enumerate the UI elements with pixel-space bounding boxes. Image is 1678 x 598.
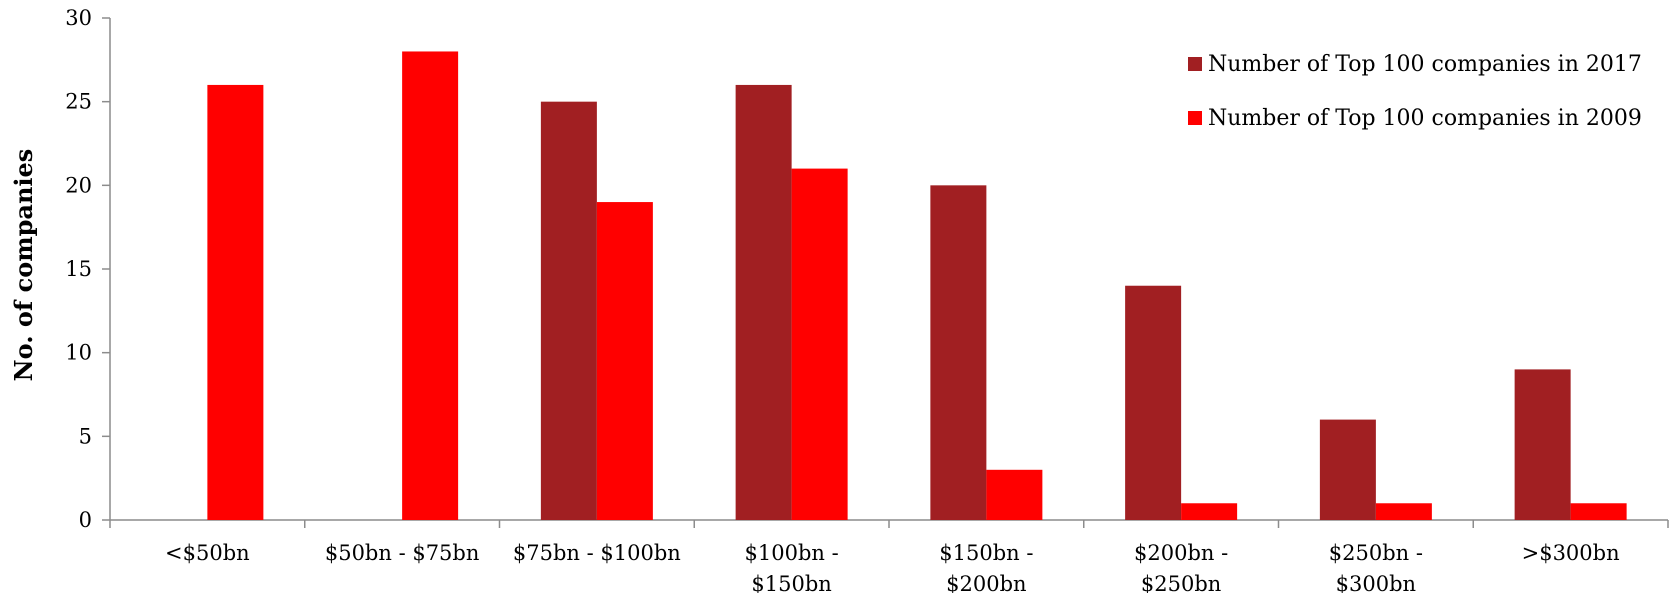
bar-2017 [540, 101, 597, 521]
x-category-label: $100bn - [745, 541, 839, 565]
bar-2009 [596, 202, 653, 521]
x-category-label: $250bn [1141, 572, 1221, 593]
tick-labels: 0 5 10 15 20 25 30 <$50bn $50bn - $75bn $75bn - $… [65, 6, 1620, 596]
bar-2009 [207, 84, 264, 520]
y-tick-label: 15 [65, 257, 92, 281]
bar-2017 [1514, 369, 1571, 520]
x-category-label: $300bn [1336, 572, 1416, 593]
x-category-label: $75bn - $100bn [513, 541, 681, 565]
bar-2009 [1375, 503, 1432, 520]
x-category-label: $150bn [751, 572, 831, 593]
y-tick-label: 5 [79, 424, 92, 448]
bar-2009 [402, 51, 459, 520]
legend: Number of Top 100 companies in 2017 Numbe… [1188, 52, 1642, 131]
bar-2017 [735, 84, 792, 520]
bar-2017 [1319, 419, 1376, 520]
x-category-label: <$50bn [165, 541, 250, 565]
y-axis-label: No. of companies [9, 149, 38, 382]
bar-2017 [1125, 285, 1182, 520]
x-category-label: $200bn - [1134, 541, 1228, 565]
x-category-label: $50bn - $75bn [325, 541, 480, 565]
y-tick-label: 20 [65, 173, 92, 197]
y-tick-label: 25 [65, 90, 92, 114]
x-category-label: $150bn - [939, 541, 1033, 565]
y-tick-label: 30 [65, 6, 92, 30]
legend-swatch [1188, 111, 1202, 125]
x-category-label: $200bn [946, 572, 1026, 593]
bar-2009 [1570, 503, 1627, 520]
bar-2009 [1181, 503, 1238, 520]
y-tick-label: 10 [65, 341, 92, 365]
bar-2017 [930, 185, 987, 521]
axes [102, 17, 1669, 528]
x-category-label: $250bn - [1329, 541, 1423, 565]
legend-entry: Number of Top 100 companies in 2009 [1208, 106, 1642, 131]
legend-swatch [1188, 57, 1202, 71]
y-tick-label: 0 [79, 508, 92, 532]
bar-2009 [791, 168, 848, 520]
bar-2009 [986, 469, 1043, 520]
x-category-label: >$300bn [1522, 541, 1620, 565]
bars [207, 51, 1627, 521]
legend-entry: Number of Top 100 companies in 2017 [1208, 52, 1642, 77]
